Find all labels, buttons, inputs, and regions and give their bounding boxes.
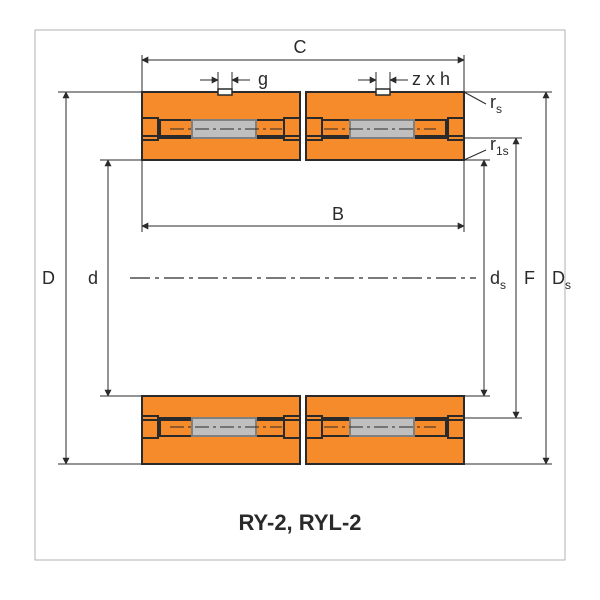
- outer-race-top-left-body: [142, 92, 300, 120]
- dim-zxh: z x h: [358, 69, 450, 92]
- bearing-body: [142, 89, 464, 464]
- outer-flange-br2: [448, 420, 464, 438]
- svg-text:rs: rs: [490, 92, 502, 116]
- dim-Ds: Ds: [464, 92, 571, 464]
- outer-flange-tl1: [142, 118, 158, 136]
- outer-race-bot-right-body: [306, 436, 464, 464]
- label-Ds-sub: s: [565, 278, 571, 292]
- outer-flange-bl2: [284, 420, 300, 438]
- label-ds-sub: s: [500, 278, 506, 292]
- dim-b: B: [142, 160, 464, 232]
- outer-flange-tl2: [284, 118, 300, 136]
- label-g: g: [258, 69, 268, 89]
- outer-flange-tr1: [306, 118, 322, 136]
- diagram-canvas: C g z x h rs r1s B: [0, 0, 600, 600]
- label-ds: d: [490, 268, 500, 288]
- diagram-title: RY-2, RYL-2: [238, 510, 361, 535]
- outer-flange-bl1: [142, 420, 158, 438]
- svg-text:ds: ds: [490, 268, 506, 292]
- dim-rs: rs: [464, 92, 502, 116]
- label-r1s-sub: 1s: [496, 144, 509, 158]
- bearing-diagram-svg: C g z x h rs r1s B: [0, 0, 600, 600]
- inner-race-top-right-body: [306, 138, 464, 160]
- groove-notch-right: [376, 89, 390, 95]
- label-zxh: z x h: [412, 69, 450, 89]
- outer-race-bot-left-body: [142, 436, 300, 464]
- outer-flange-br1: [306, 420, 322, 438]
- inner-race-top-left-body: [142, 138, 300, 160]
- label-Ds: D: [552, 268, 565, 288]
- label-rs-sub: s: [496, 102, 502, 116]
- svg-text:Ds: Ds: [552, 268, 571, 292]
- label-c: C: [294, 37, 307, 57]
- inner-race-bot-right-body: [306, 396, 464, 418]
- label-D: D: [42, 268, 55, 288]
- outer-flange-tr2: [448, 118, 464, 136]
- outer-race-top-right-body: [306, 92, 464, 120]
- lower-section: [142, 396, 464, 464]
- label-F: F: [524, 268, 535, 288]
- label-b: B: [332, 204, 344, 224]
- inner-race-bot-left-body: [142, 396, 300, 418]
- groove-notch-left: [218, 89, 232, 95]
- label-d: d: [88, 268, 98, 288]
- dim-g: g: [200, 69, 268, 92]
